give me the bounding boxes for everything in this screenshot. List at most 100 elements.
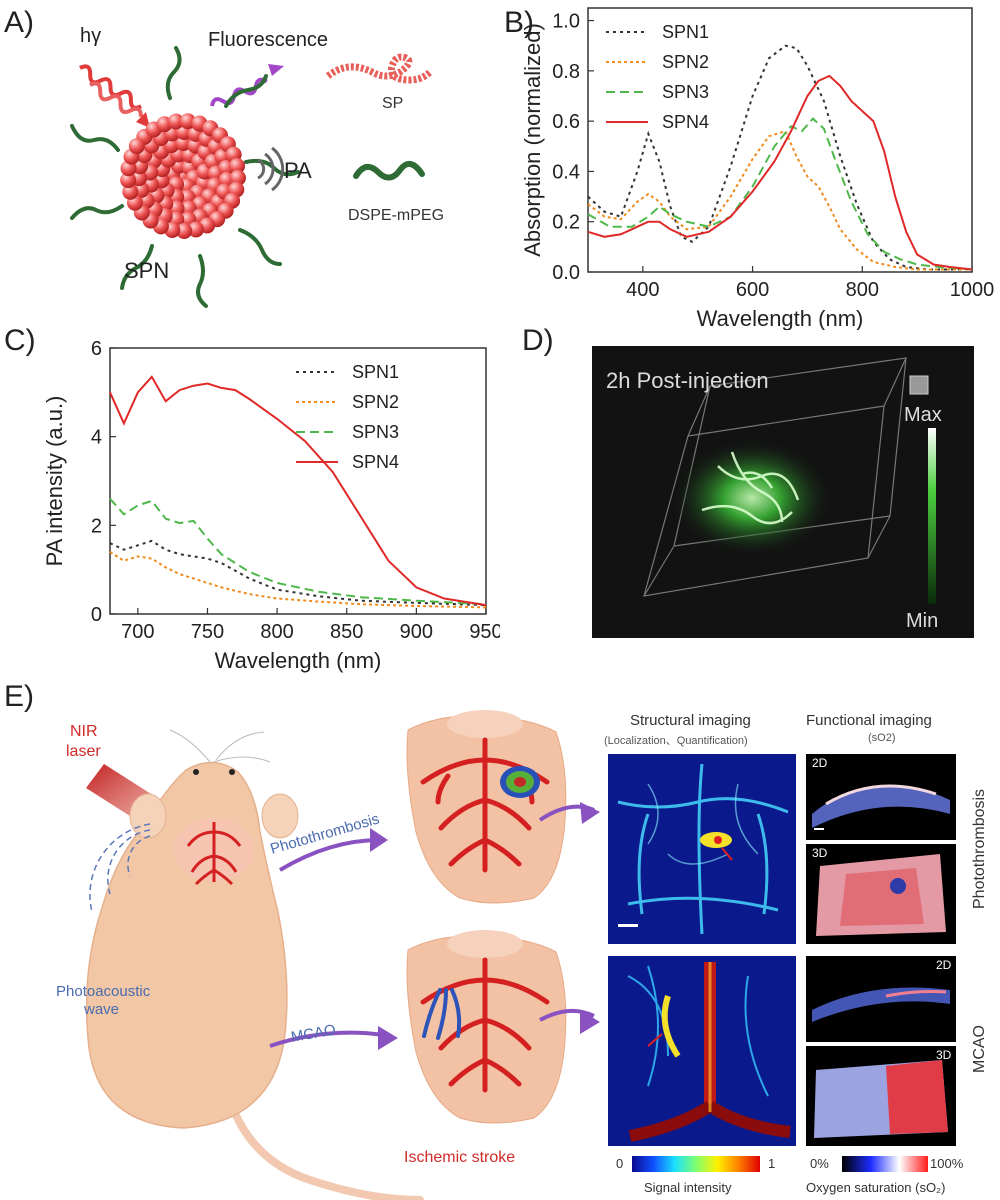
panel-label-b: B) <box>504 6 534 39</box>
photoacoustic-label: Photoacoustic <box>56 983 151 1000</box>
oxygen-saturation-label: Oxygen saturation (sO₂) <box>806 1180 946 1195</box>
x-tick-label: 850 <box>330 621 363 643</box>
plot-frame <box>109 347 487 615</box>
spn-bead <box>229 157 246 174</box>
pa-signal-glow <box>670 438 834 558</box>
legend-label-spn4: SPN4 <box>662 112 709 132</box>
x-tick-label: 400 <box>626 279 659 301</box>
brain-mcao <box>406 930 567 1124</box>
spn-bead <box>187 221 204 238</box>
occluded-vessels <box>422 988 462 1040</box>
wave-label: wave <box>83 1001 119 1018</box>
mouse-cranial-vessels <box>174 818 254 886</box>
structural-image-photothrombosis <box>608 754 796 944</box>
chart-c-pa-intensity: 700 750 800 850 900 950 0 2 4 6 Wavelength (nm) PA … <box>42 338 500 673</box>
series-line-spn2 <box>587 129 972 271</box>
y-tick-label: 0.6 <box>552 111 580 133</box>
spn-bead <box>229 169 246 186</box>
legend-label-spn3: SPN3 <box>662 82 709 102</box>
x-tick-label: 600 <box>736 279 769 301</box>
spn-core <box>120 113 246 239</box>
panel-label-d: D) <box>522 324 554 357</box>
fluorescence-light-icon <box>210 77 268 107</box>
pa-label: PA <box>284 158 312 183</box>
intensity-colorbar <box>928 428 936 604</box>
x-tick-label: 1000 <box>950 279 995 301</box>
x-tick-label: 950 <box>469 621 500 643</box>
mouse-tail <box>226 1096 424 1200</box>
panel-e-illustration: NIR laser Photoacoustic wave Phot <box>56 710 600 1200</box>
dspe-label: DSPE-mPEG <box>348 207 444 224</box>
y-axis-label: PA intensity (a.u.) <box>42 396 67 567</box>
arrow-to-structural-bottom <box>580 1010 600 1034</box>
chart-b-absorption: 400 600 800 1000 0.0 0.2 0.4 0.6 0.8 1.0 Wavelengt… <box>520 7 995 330</box>
x-tick-label: 700 <box>121 621 154 643</box>
label-3d-bottom: 3D <box>936 1048 952 1062</box>
functional-imaging-title: Functional imaging <box>806 712 932 729</box>
x-tick-label: 800 <box>846 279 879 301</box>
side-label-mcao: MCAO <box>971 1025 988 1073</box>
sp-polymer-icon <box>325 53 433 84</box>
mouse-body <box>85 761 288 1129</box>
arrow-mcao <box>378 1026 398 1050</box>
y-axis-label: Absorption (normalized) <box>520 23 545 257</box>
nir-label: NIR <box>70 723 98 740</box>
pa-wave-icon <box>257 146 285 192</box>
series-line-spn4 <box>587 74 973 271</box>
x-tick-label: 750 <box>191 621 224 643</box>
panel-a-schematic: hγ Fluorescence PA SPN SP DSPE-mP <box>70 25 444 308</box>
spn-bead <box>120 172 137 189</box>
structural-imaging-title: Structural imaging <box>630 712 751 729</box>
x-axis-label: Wavelength (nm) <box>697 306 864 330</box>
y-tick-label: 0.0 <box>552 262 580 284</box>
legend-label-spn1: SPN1 <box>352 362 399 382</box>
mouse-right-ear <box>261 793 299 839</box>
label-2d-bottom: 2D <box>936 958 952 972</box>
photoacoustic-wave-icon <box>89 823 151 913</box>
y-tick-label: 0 <box>91 604 102 626</box>
legend-label-spn4: SPN4 <box>352 452 399 472</box>
functional-2d-mcao <box>806 956 956 1042</box>
orientation-cube-icon <box>909 375 929 395</box>
pa-vessel-signal <box>701 451 800 525</box>
spn-bead <box>167 113 184 130</box>
spn-bead <box>176 222 193 239</box>
y-tick-label: 6 <box>91 338 102 360</box>
structural-imaging-subtitle: (Localization、Quantification) <box>604 735 748 747</box>
series-line-spn3 <box>587 117 973 271</box>
saturation-colorbar <box>842 1156 928 1172</box>
functional-2d-photothrombosis <box>806 754 956 840</box>
x-tick-label: 900 <box>400 621 433 643</box>
y-tick-label: 2 <box>91 515 102 537</box>
signal-max-label: 1 <box>768 1156 776 1171</box>
y-tick-label: 0.4 <box>552 161 580 183</box>
mcao-label: MCAO <box>290 1021 337 1046</box>
arrow-photothrombosis <box>278 838 381 872</box>
signal-intensity-label: Signal intensity <box>644 1180 732 1195</box>
series-line-spn1 <box>109 539 487 607</box>
label-2d-top: 2D <box>812 756 828 770</box>
functional-3d-mcao <box>806 1046 956 1146</box>
spn-bead <box>180 200 197 217</box>
saturation-min-label: 0% <box>810 1156 829 1171</box>
functional-3d-photothrombosis <box>806 844 956 944</box>
laser-label: laser <box>66 743 101 760</box>
functional-imaging-subtitle: (sO2) <box>868 732 896 744</box>
series-line-spn4 <box>109 375 487 607</box>
post-injection-label: 2h Post-injection <box>606 368 769 393</box>
signal-colorbar <box>632 1156 760 1172</box>
panel-label-e: E) <box>4 680 34 713</box>
side-label-photothrombosis: Photothrombosis <box>971 788 988 909</box>
colorbar-max-label: Max <box>904 404 942 426</box>
hv-label: hγ <box>80 25 101 47</box>
dspe-chain-icon <box>353 161 425 181</box>
panel-label-a: A) <box>4 6 34 39</box>
colorbar-min-label: Min <box>906 610 939 632</box>
mouse-left-ear <box>129 793 167 839</box>
sp-label: SP <box>382 95 403 112</box>
saturation-max-label: 100% <box>930 1156 964 1171</box>
y-tick-label: 1.0 <box>552 11 580 33</box>
series-line-spn3 <box>109 498 487 606</box>
y-tick-label: 0.2 <box>552 212 580 234</box>
